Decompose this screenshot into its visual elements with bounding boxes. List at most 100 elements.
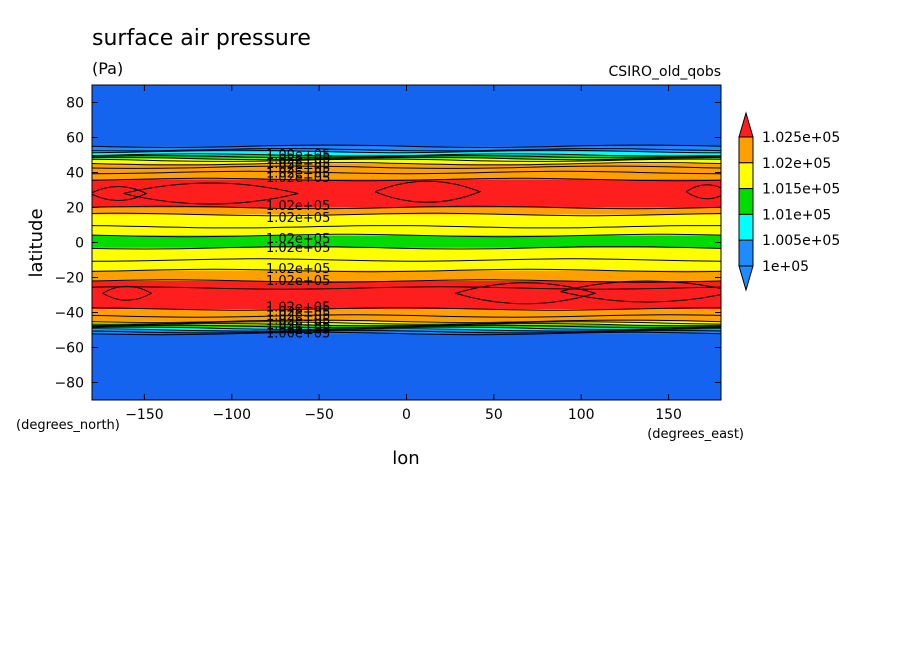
contour-label-13: 1.02e+05 [266, 305, 330, 320]
colorbar-label-0: 1e+05 [762, 259, 809, 275]
y-axis: 80 60 40 20 0 −20 −40 −60 −80 [54, 96, 721, 392]
pressure-band-4 [92, 158, 721, 165]
contour-label-9: 1.02e+05 [266, 241, 330, 256]
pressure-band-1 [92, 146, 721, 153]
y-tick-label-4: 0 [75, 236, 84, 252]
contour-line-12 [92, 212, 721, 217]
units-label: (Pa) [92, 59, 123, 78]
chart-title: surface air pressure [92, 26, 311, 51]
colorbar-top-arrow [738, 111, 754, 138]
contour-fill-layer [92, 85, 721, 400]
x-axis-label: lon [392, 448, 419, 469]
contour-line-25 [92, 324, 721, 329]
contour-label-3: 1.02e+05 [266, 161, 330, 176]
y-tick-label-3: 20 [66, 201, 84, 217]
pressure-band-21 [92, 330, 721, 335]
contour-label-12: 1.02e+05 [266, 300, 330, 315]
pressure-band-22 [92, 333, 721, 400]
y-tick-label-6: −40 [54, 306, 84, 322]
contour-label-15: 1.02e+05 [266, 314, 330, 329]
contour-line-24 [92, 323, 721, 327]
x-tick-label-5: 100 [568, 407, 595, 423]
pressure-band-15 [92, 281, 721, 310]
contour-label-18: 1.00e+05 [266, 327, 330, 342]
colorbar-label-4: 1.02e+05 [762, 156, 831, 172]
colorbar-label-5: 1.025e+05 [762, 130, 840, 146]
colorbar-swatch-4 [738, 239, 754, 267]
colorbar-swatch-3 [738, 213, 754, 241]
colorbar-swatch-0 [738, 136, 754, 164]
contour-line-15 [92, 246, 721, 250]
contour-line-11 [92, 205, 721, 210]
model-label: CSIRO_old_qobs [608, 64, 721, 80]
contour-high-2 [374, 180, 482, 203]
y-units-label: (degrees_north) [16, 418, 120, 433]
contour-line-6 [92, 158, 721, 162]
colorbar-swatch-2 [738, 188, 754, 215]
contour-line-26 [92, 326, 721, 330]
contour-line-19 [92, 286, 721, 290]
pressure-band-2 [92, 151, 721, 156]
y-tick-label-5: −20 [54, 271, 84, 287]
contour-label-14: 1.02e+05 [266, 309, 330, 324]
contour-high-1 [123, 182, 299, 205]
colorbar: 1e+05 1.005e+05 1.01e+05 1.015e+05 1.02e+05 1… [738, 111, 840, 292]
contour-label-4: 1.02e+05 [266, 167, 330, 182]
contour-line-10 [92, 177, 721, 182]
y-tick-label-1: 60 [66, 131, 84, 147]
y-tick-label-0: 80 [66, 96, 84, 112]
pressure-band-10 [92, 226, 721, 237]
contour-line-27 [92, 328, 721, 332]
contour-line-28 [92, 330, 721, 334]
x-axis: −150 −100 −50 0 50 100 150 [125, 85, 682, 423]
x-tick-label-6: 150 [655, 407, 682, 423]
contour-label-layer: 1.00e+051.02e+051.02e+051.02e+051.02e+05… [266, 148, 330, 342]
x-units-label: (degrees_east) [647, 427, 744, 442]
contour-line-29 [92, 331, 721, 336]
contour-line-22 [92, 319, 721, 323]
contour-line-14 [92, 233, 721, 238]
contour-line-4 [92, 155, 721, 159]
contour-high-4 [102, 285, 153, 301]
x-tick-label-2: −50 [304, 407, 334, 423]
colorbar-label-3: 1.015e+05 [762, 182, 840, 198]
colorbar-label-2: 1.01e+05 [762, 207, 831, 223]
contour-line-21 [92, 314, 721, 318]
contour-label-16: 1.02e+05 [266, 318, 330, 333]
pressure-band-16 [92, 309, 721, 317]
contour-line-0 [92, 144, 721, 148]
pressure-band-17 [92, 316, 721, 322]
contour-label-1: 1.02e+05 [266, 153, 330, 168]
x-tick-label-0: −150 [125, 407, 163, 423]
contour-label-6: 1.02e+05 [266, 199, 330, 214]
pressure-band-18 [92, 321, 721, 326]
contour-line-16 [92, 258, 721, 262]
pressure-band-9 [92, 214, 721, 228]
y-tick-label-2: 40 [66, 166, 84, 182]
contour-label-5: 1.02e+05 [266, 171, 330, 186]
x-tick-label-1: −100 [213, 407, 251, 423]
contour-line-3 [92, 153, 721, 157]
y-tick-label-7: −60 [54, 341, 84, 357]
contour-label-11: 1.02e+05 [266, 274, 330, 289]
pressure-band-12 [92, 247, 721, 261]
contour-line-17 [92, 268, 721, 273]
contour-high-0 [92, 186, 148, 201]
y-tick-label-8: −80 [54, 376, 84, 392]
pressure-band-13 [92, 260, 721, 272]
x-tick-label-3: 0 [402, 407, 411, 423]
contour-label-7: 1.02e+05 [266, 211, 330, 226]
contour-high-6 [560, 280, 721, 303]
contour-line-23 [92, 321, 721, 325]
y-axis-label: latitude [26, 208, 47, 277]
contour-line-5 [92, 156, 721, 161]
contour-label-10: 1.02e+05 [266, 262, 330, 277]
pressure-band-14 [92, 270, 721, 282]
contour-line-13 [92, 225, 721, 229]
contour-label-0: 1.00e+05 [266, 148, 330, 163]
colorbar-swatch-1 [738, 162, 754, 190]
x-tick-label-4: 50 [485, 407, 503, 423]
contour-line-9 [92, 170, 721, 175]
pressure-band-0 [92, 85, 721, 147]
